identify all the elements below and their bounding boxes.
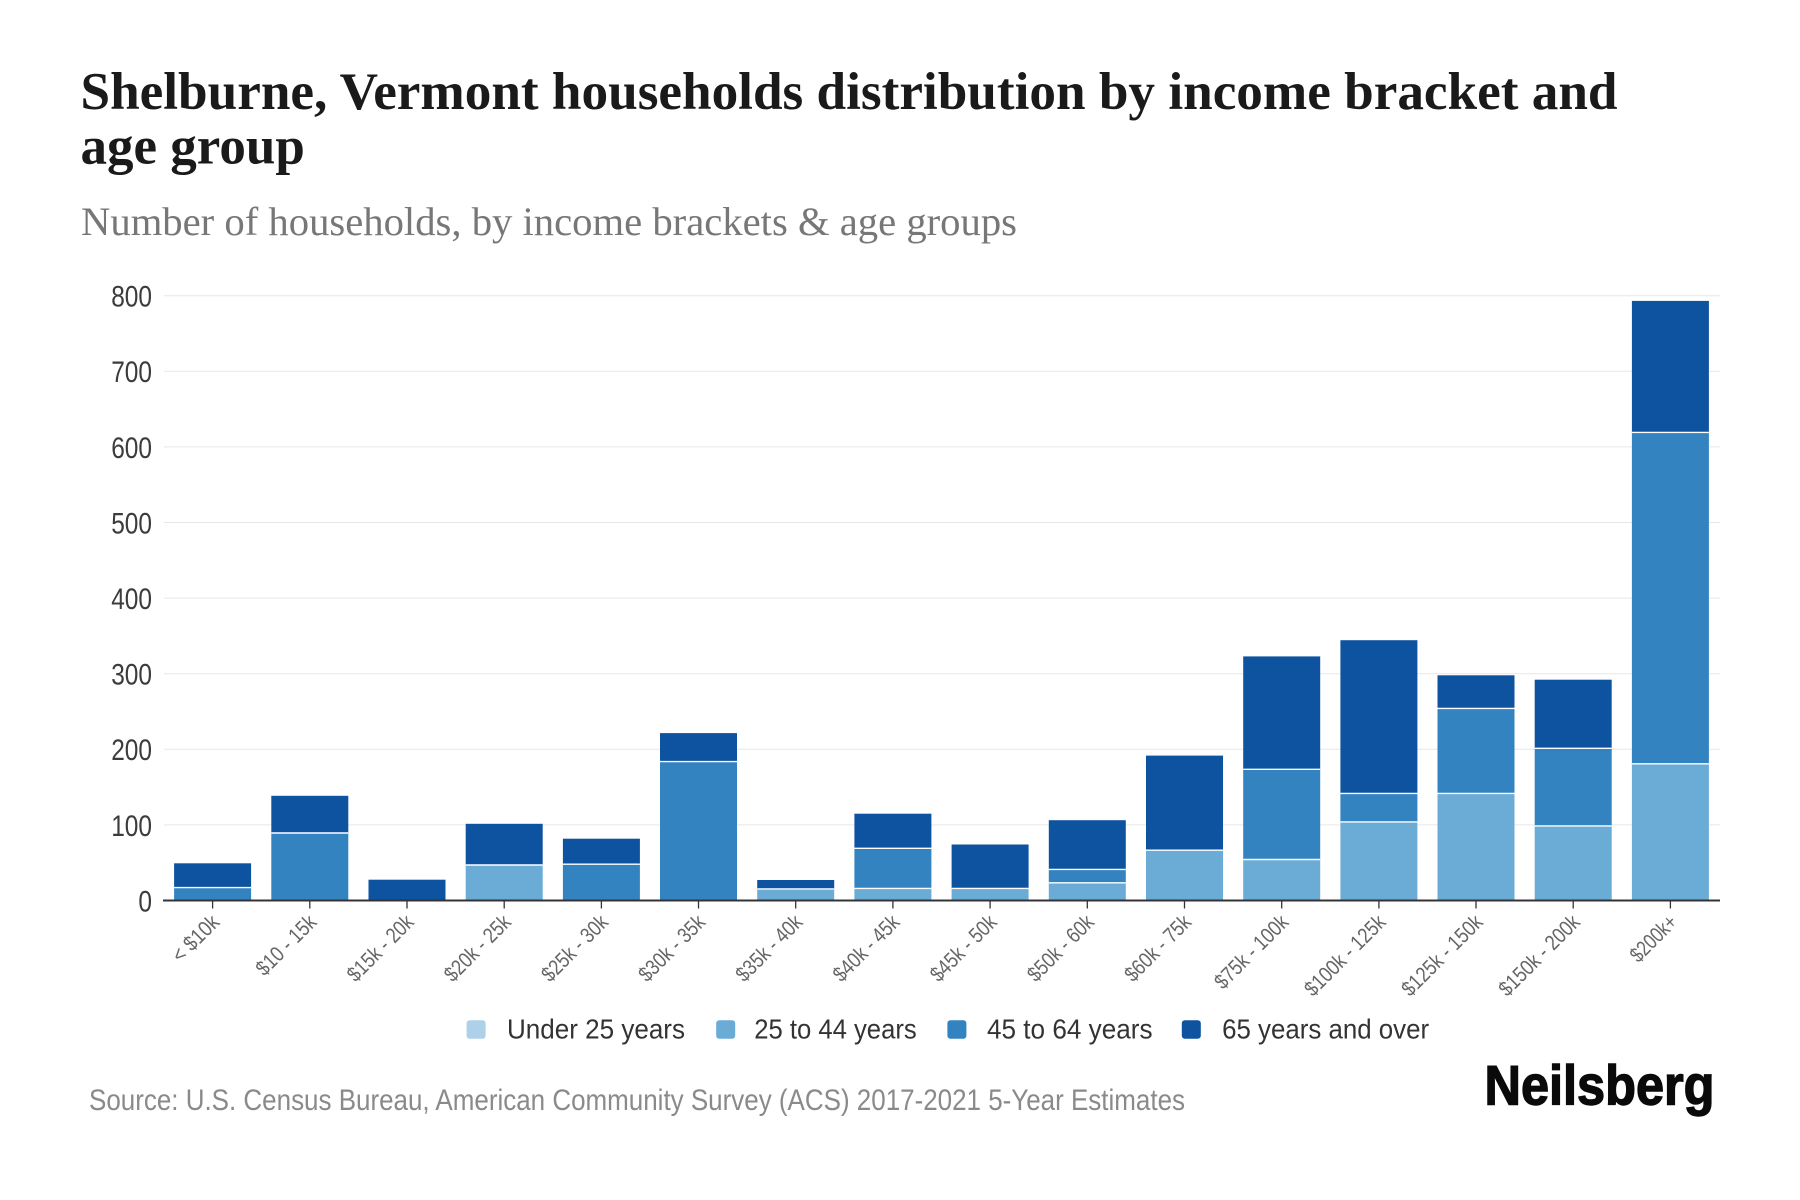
svg-text:age group: age group xyxy=(81,118,305,176)
svg-text:Source: U.S. Census Bureau, Am: Source: U.S. Census Bureau, American Com… xyxy=(89,1084,1185,1117)
svg-text:400: 400 xyxy=(111,583,152,616)
svg-text:65 years and over: 65 years and over xyxy=(1222,1014,1429,1045)
svg-text:300: 300 xyxy=(111,659,152,692)
svg-text:700: 700 xyxy=(111,356,152,389)
svg-text:45 to 64 years: 45 to 64 years xyxy=(987,1014,1153,1045)
svg-text:200: 200 xyxy=(111,734,152,767)
svg-text:25 to 44 years: 25 to 44 years xyxy=(754,1014,917,1045)
svg-text:500: 500 xyxy=(111,507,152,540)
svg-text:0: 0 xyxy=(138,885,152,918)
svg-text:800: 800 xyxy=(111,281,152,314)
svg-text:600: 600 xyxy=(111,432,152,465)
svg-text:100: 100 xyxy=(111,810,152,843)
svg-text:Number of households, by incom: Number of households, by income brackets… xyxy=(81,199,1017,244)
svg-text:Under 25 years: Under 25 years xyxy=(507,1014,685,1045)
svg-text:Neilsberg: Neilsberg xyxy=(1485,1054,1715,1117)
svg-text:Shelburne, Vermont households: Shelburne, Vermont households distributi… xyxy=(81,63,1618,121)
